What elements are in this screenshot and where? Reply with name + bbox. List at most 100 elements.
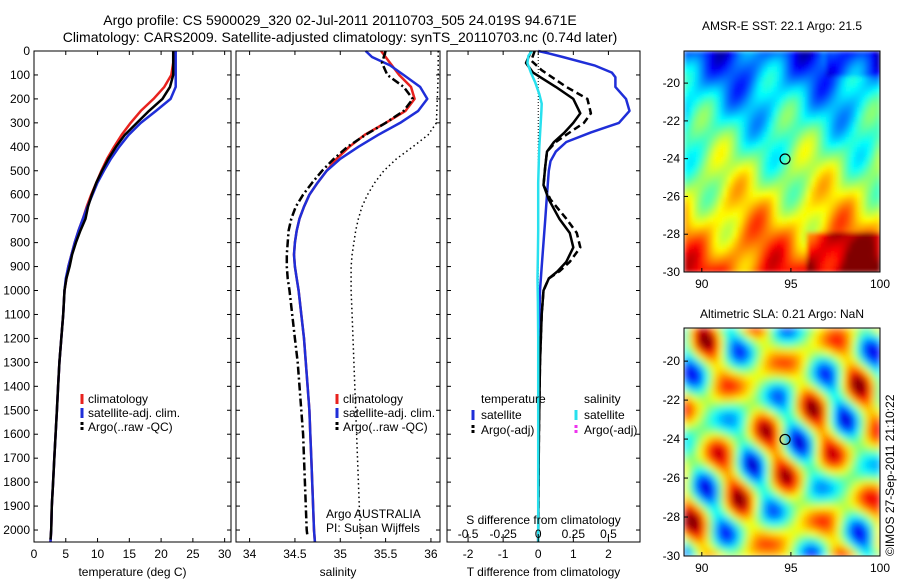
heatmap-cell bbox=[733, 374, 739, 381]
heatmap-cell bbox=[733, 405, 739, 412]
heatmap-cell bbox=[875, 504, 880, 510]
heatmap-cell bbox=[875, 447, 880, 453]
heatmap-cell bbox=[791, 186, 798, 193]
heatmap-cell bbox=[782, 395, 788, 402]
heatmap-cell bbox=[688, 410, 695, 417]
heatmap-cell bbox=[762, 333, 768, 339]
heatmap-cell bbox=[684, 246, 690, 253]
heatmap-cell bbox=[723, 488, 729, 495]
heatmap-cell bbox=[777, 442, 783, 448]
heatmap-cell bbox=[806, 457, 812, 464]
heatmap-cell bbox=[737, 359, 744, 365]
heatmap-cell bbox=[865, 176, 871, 183]
heatmap-cell bbox=[762, 369, 768, 376]
heatmap-cell bbox=[708, 156, 714, 163]
heatmap-cell bbox=[762, 206, 768, 213]
heatmap-cell bbox=[786, 364, 793, 371]
heatmap-cell bbox=[831, 201, 837, 208]
heatmap-cell bbox=[816, 251, 822, 258]
heatmap-cell bbox=[826, 338, 832, 345]
heatmap-cell bbox=[782, 71, 788, 77]
heatmap-cell bbox=[777, 462, 783, 469]
heatmap-cell bbox=[806, 146, 812, 152]
heatmap-cell bbox=[845, 201, 852, 208]
heatmap-cell bbox=[791, 131, 798, 137]
heatmap-cell bbox=[811, 221, 817, 228]
heatmap-cell bbox=[806, 256, 812, 263]
heatmap-cell bbox=[840, 251, 847, 258]
heatmap-cell bbox=[693, 421, 700, 428]
heatmap-cell bbox=[747, 186, 754, 193]
heatmap-cell bbox=[752, 369, 759, 376]
heatmap-cell bbox=[786, 176, 793, 183]
heatmap-cell bbox=[875, 530, 880, 536]
heatmap-cell bbox=[786, 51, 793, 57]
heatmap-cell bbox=[835, 186, 842, 193]
heatmap-cell bbox=[831, 364, 837, 371]
heatmap-cell bbox=[850, 530, 857, 536]
heatmap-cell bbox=[703, 395, 710, 402]
series-temperature-satellite bbox=[536, 49, 631, 543]
heatmap-cell bbox=[703, 221, 710, 228]
series-argo-raw-qc bbox=[285, 50, 415, 538]
heatmap-cell bbox=[752, 431, 759, 438]
heatmap-cell bbox=[703, 256, 710, 263]
heatmap-cell bbox=[752, 348, 759, 355]
heatmap-cell bbox=[865, 196, 871, 203]
heatmap-cell bbox=[831, 121, 837, 127]
heatmap-cell bbox=[786, 530, 793, 536]
heatmap-cell bbox=[875, 221, 880, 228]
heatmap-cell bbox=[865, 462, 871, 469]
heatmap-cell bbox=[684, 106, 690, 112]
heatmap-cell bbox=[723, 186, 729, 193]
heatmap-cell bbox=[786, 166, 793, 173]
heatmap-cell bbox=[865, 333, 871, 339]
heatmap-cell bbox=[713, 126, 719, 132]
heatmap-cell bbox=[728, 545, 734, 552]
heatmap-cell bbox=[737, 262, 744, 268]
legend-label-satellite-adj-clim: satellite-adj. clim. bbox=[343, 406, 435, 420]
heatmap-cell bbox=[742, 206, 749, 213]
heatmap-cell bbox=[762, 131, 768, 137]
heatmap-cell bbox=[772, 530, 778, 536]
heatmap-cell bbox=[703, 390, 710, 396]
heatmap-cell bbox=[742, 483, 749, 490]
heatmap-cell bbox=[752, 467, 759, 474]
heatmap-cell bbox=[840, 353, 847, 360]
heatmap-cell bbox=[752, 181, 759, 188]
heatmap-cell bbox=[782, 51, 788, 57]
heatmap-cell bbox=[860, 146, 866, 152]
heatmap-cell bbox=[742, 251, 749, 258]
heatmap-cell bbox=[840, 151, 847, 158]
heatmap-cell bbox=[840, 328, 847, 334]
heatmap-cell bbox=[811, 374, 817, 381]
heatmap-cell bbox=[752, 405, 759, 412]
heatmap-cell bbox=[777, 447, 783, 453]
heatmap-cell bbox=[786, 473, 793, 479]
heatmap-cell bbox=[723, 81, 729, 87]
secondary-tick-label: -0.5 bbox=[458, 527, 479, 541]
heatmap-cell bbox=[777, 51, 783, 57]
heatmap-cell bbox=[811, 141, 817, 147]
heatmap-cell bbox=[733, 221, 739, 228]
heatmap-cell bbox=[767, 473, 773, 479]
heatmap-cell bbox=[747, 364, 754, 371]
heatmap-cell bbox=[752, 171, 759, 178]
heatmap-cell bbox=[772, 359, 778, 365]
heatmap-cell bbox=[728, 473, 734, 479]
heatmap-cell bbox=[860, 126, 866, 132]
heatmap-cell bbox=[860, 483, 866, 490]
heatmap-cell bbox=[860, 176, 866, 183]
heatmap-cell bbox=[777, 236, 783, 243]
heatmap-cell bbox=[816, 96, 822, 102]
heatmap-cell bbox=[728, 379, 734, 386]
heatmap-cell bbox=[737, 338, 744, 345]
heatmap-cell bbox=[713, 196, 719, 203]
heatmap-cell bbox=[737, 121, 744, 127]
heatmap-cell bbox=[860, 61, 866, 67]
heatmap-cell bbox=[811, 121, 817, 127]
heatmap-cell bbox=[708, 447, 714, 453]
heatmap-cell bbox=[811, 176, 817, 183]
heatmap-cell bbox=[737, 106, 744, 112]
heatmap-cell bbox=[875, 121, 880, 127]
